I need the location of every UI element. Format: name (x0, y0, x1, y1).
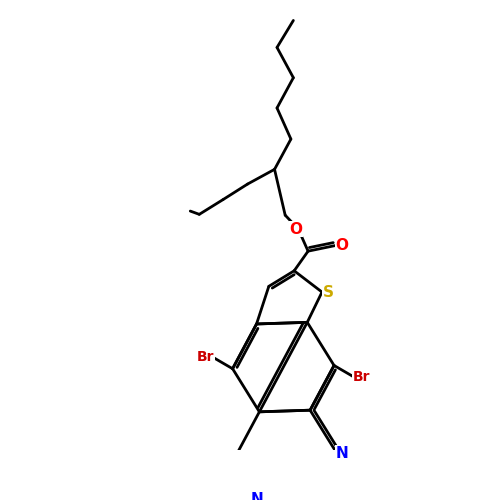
Text: Br: Br (196, 350, 214, 364)
Text: Br: Br (353, 370, 370, 384)
Text: O: O (290, 222, 302, 236)
Text: O: O (336, 238, 348, 253)
Text: S: S (322, 284, 334, 300)
Text: N: N (336, 446, 348, 461)
Text: N: N (251, 492, 264, 500)
